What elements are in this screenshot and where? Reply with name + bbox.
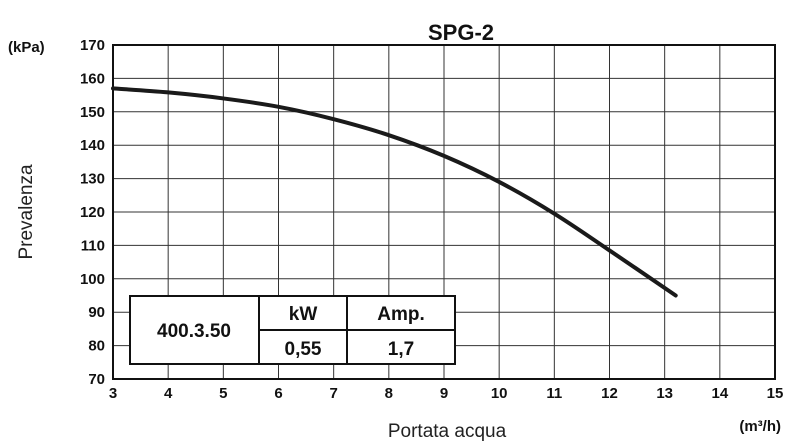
x-tick-labels: 3 4 5 6 7 8 9 10 11 12 13 14 15 [109,385,784,402]
x-tick-label: 13 [656,385,673,402]
x-tick-label: 11 [546,385,562,402]
specs-table: 400.3.50 kW Amp. 0,55 1,7 [129,295,456,365]
y-axis-title: Prevalenza [16,164,37,259]
specs-supply-label: 400.3.50 [157,321,231,342]
y-tick-label: 150 [80,104,105,121]
y-tick-label: 110 [81,237,105,254]
x-tick-label: 5 [219,385,227,402]
chart-title: SPG-2 [428,20,494,45]
x-tick-label: 4 [164,385,173,402]
y-tick-label: 170 [80,37,105,54]
pump-curve-line [111,86,678,298]
specs-value-kw: 0,55 [285,339,322,360]
specs-header-kw: kW [289,304,318,325]
x-tick-label: 8 [385,385,393,402]
y-tick-label: 70 [88,371,105,388]
y-tick-labels: 70 80 90 100 110 120 130 140 150 160 170 [80,37,105,388]
x-axis-unit: (m³/h) [739,418,781,435]
y-tick-label: 160 [80,70,105,87]
y-tick-label: 100 [80,271,105,288]
plot-frame [112,44,776,380]
x-tick-label: 9 [440,385,448,402]
x-tick-label: 3 [109,385,117,402]
y-axis-unit: (kPa) [8,39,45,56]
y-tick-label: 130 [80,171,105,188]
y-tick-label: 140 [80,137,105,154]
x-tick-label: 7 [329,385,337,402]
y-tick-label: 80 [88,338,105,355]
y-tick-label: 120 [80,204,105,221]
x-tick-label: 14 [711,385,728,402]
specs-header-amp: Amp. [377,304,425,325]
x-tick-label: 6 [274,385,282,402]
y-tick-label: 90 [88,304,105,321]
x-tick-label: 12 [601,385,618,402]
x-axis-title: Portata acqua [388,421,507,441]
specs-value-amp: 1,7 [388,339,414,360]
x-tick-label: 15 [767,385,784,402]
x-tick-label: 10 [491,385,508,402]
